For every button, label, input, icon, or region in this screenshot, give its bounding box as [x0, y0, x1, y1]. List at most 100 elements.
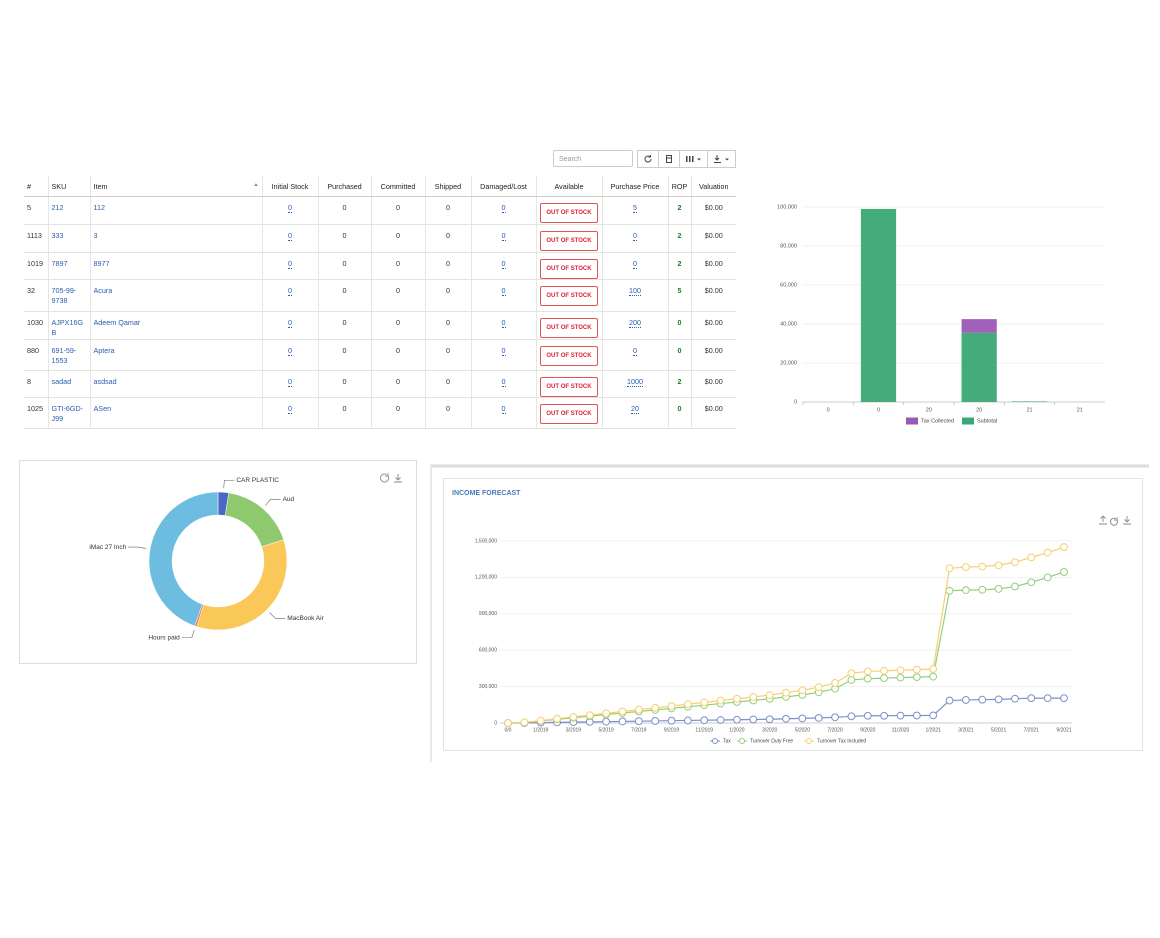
column-header: ROP: [667, 176, 691, 197]
cell-link[interactable]: 20: [631, 404, 639, 414]
cell-link[interactable]: 0: [288, 259, 292, 269]
cell-link[interactable]: 0: [501, 404, 506, 414]
series-point: [1027, 578, 1036, 587]
series-point: [1043, 694, 1052, 703]
cell-link[interactable]: ASen: [93, 404, 112, 413]
legend-marker: [806, 738, 812, 744]
legend-label: Turnover Duty Free: [750, 738, 793, 744]
table-cell: 0: [261, 397, 318, 429]
refresh-button[interactable]: [637, 150, 659, 168]
series-point: [1043, 573, 1052, 582]
cell-link[interactable]: asdsad: [93, 377, 117, 386]
table-cell: 8977: [89, 252, 262, 280]
cell-link[interactable]: 0: [501, 203, 506, 213]
column-header: Purchase Price: [601, 176, 668, 197]
bar-segment: [961, 319, 997, 333]
table-cell: 0: [424, 339, 471, 371]
stock-badge: OUT OF STOCK: [540, 346, 598, 366]
line-tools[interactable]: [1099, 515, 1131, 526]
table-cell: 0: [317, 397, 371, 429]
cell-link[interactable]: 0: [501, 286, 506, 296]
cell-link[interactable]: Aptera: [93, 346, 115, 355]
y-tick-label: 20,000: [780, 360, 797, 366]
series-point: [667, 702, 676, 710]
cell-link[interactable]: 0: [501, 318, 506, 328]
cell-link[interactable]: 0: [288, 318, 292, 328]
cell-text: 0: [396, 231, 400, 240]
rop-value: 5: [677, 286, 682, 295]
table-cell: $0.00: [690, 397, 736, 429]
toggle-button[interactable]: [658, 150, 680, 168]
cell-link[interactable]: Adeem Qamar: [93, 318, 141, 327]
slice-label: CAR PLASTIC: [236, 477, 279, 484]
cell-link[interactable]: 200: [629, 318, 641, 328]
cell-link[interactable]: 0: [633, 259, 637, 269]
cell-link[interactable]: 705-99-9738: [51, 286, 77, 305]
cell-link[interactable]: sadad: [51, 377, 72, 386]
cell-link[interactable]: GTI-6GD-J99: [51, 404, 84, 423]
cell-link[interactable]: 0: [288, 231, 292, 241]
cell-text: $0.00: [704, 404, 723, 413]
cell-link[interactable]: 0: [288, 286, 292, 296]
donut-tools[interactable]: [380, 473, 402, 483]
cell-link[interactable]: 0: [288, 377, 292, 387]
cell-text: 0: [446, 203, 450, 212]
table-cell: 8: [24, 370, 48, 398]
export-button[interactable]: [707, 150, 736, 168]
cell-link[interactable]: 5: [633, 203, 637, 213]
cell-text: 0: [446, 286, 450, 295]
column-header[interactable]: Item: [89, 176, 262, 197]
series-point: [553, 714, 561, 723]
cell-link[interactable]: 333: [51, 231, 64, 240]
y-tick-label: 80,000: [780, 243, 797, 249]
cell-link[interactable]: 0: [633, 231, 637, 241]
cell-link[interactable]: 0: [633, 346, 637, 356]
cell-link[interactable]: 112: [93, 203, 105, 212]
cell-link[interactable]: 691-59-1553: [51, 346, 77, 365]
columns-button[interactable]: [679, 150, 708, 168]
cell-link[interactable]: 7897: [51, 259, 68, 268]
cell-link[interactable]: 0: [288, 203, 292, 213]
cell-link[interactable]: 0: [501, 231, 506, 241]
series-point: [1011, 582, 1019, 591]
series-point: [1043, 548, 1052, 557]
y-tick-label: 1,500,000: [475, 538, 497, 544]
series-point: [896, 666, 905, 675]
cell-text: 1019: [27, 259, 43, 268]
table-cell: 5: [667, 279, 691, 312]
x-tick-label: 0/0: [505, 727, 512, 733]
legend-swatch: [962, 417, 974, 425]
series-point: [847, 712, 856, 721]
table-cell: GTI-6GD-J99: [47, 397, 90, 429]
y-tick-label: 1,200,000: [475, 575, 497, 581]
table-cell: 0: [370, 370, 425, 398]
y-tick-label: 100,000: [777, 204, 797, 210]
series-point: [978, 562, 987, 571]
cell-link[interactable]: 8977: [93, 259, 110, 268]
cell-link[interactable]: 212: [51, 203, 64, 212]
cell-link[interactable]: 0: [288, 404, 292, 414]
table-cell: 0: [601, 224, 668, 253]
rop-value: 2: [677, 203, 682, 212]
cell-link[interactable]: 1000: [627, 377, 643, 387]
cell-link[interactable]: 100: [629, 286, 641, 296]
table-cell: 0: [317, 339, 371, 371]
x-tick-label: 7/2019: [631, 727, 647, 733]
series-point: [994, 695, 1003, 704]
table-cell: 0: [470, 370, 536, 398]
x-tick-label: 7/2021: [1024, 727, 1040, 733]
table-row: 5 212 112 0 0 0 0 0 OUT OF STOCK 5 2 $0.00: [24, 196, 736, 225]
cell-text: 0: [396, 286, 400, 295]
cell-link[interactable]: AJPX16GB: [51, 318, 84, 337]
table-cell: AJPX16GB: [47, 311, 90, 340]
cell-link[interactable]: 0: [288, 346, 292, 356]
cell-link[interactable]: 3: [93, 231, 98, 240]
rop-value: 0: [677, 346, 682, 355]
search-input[interactable]: Search: [553, 150, 633, 167]
cell-link[interactable]: 0: [501, 259, 506, 269]
cell-link[interactable]: 0: [501, 377, 506, 387]
cell-text: 0: [446, 259, 450, 268]
cell-link[interactable]: 0: [501, 346, 506, 356]
series-point: [749, 693, 758, 701]
cell-link[interactable]: Acura: [93, 286, 113, 295]
